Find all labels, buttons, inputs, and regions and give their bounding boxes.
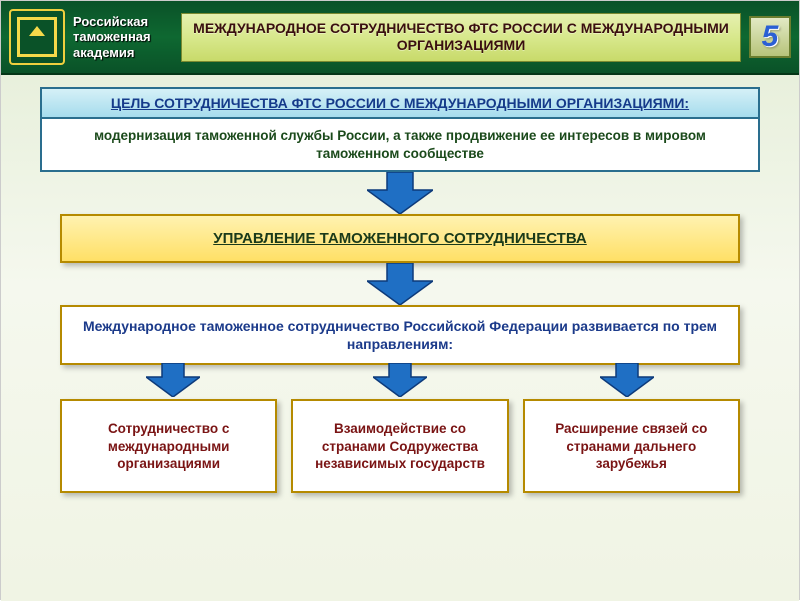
slide-header: Российская таможенная академия МЕЖДУНАРО…	[1, 1, 799, 75]
goal-body-box: модернизация таможенной службы России, а…	[40, 119, 760, 172]
slide-content: ЦЕЛЬ СОТРУДНИЧЕСТВА ФТС РОССИИ С МЕЖДУНА…	[1, 75, 799, 601]
directions-row: Сотрудничество с международными организа…	[60, 399, 740, 493]
arrow-down-icon	[367, 172, 433, 214]
arrow-down-icon	[367, 263, 433, 305]
arrow-down-icon	[600, 363, 654, 397]
slide-number-badge: 5	[749, 16, 791, 58]
arrow-down-icon	[373, 363, 427, 397]
direction-box-1: Сотрудничество с международными организа…	[60, 399, 277, 493]
slide-title: МЕЖДУНАРОДНОЕ СОТРУДНИЧЕСТВО ФТС РОССИИ …	[181, 13, 741, 62]
management-box: УПРАВЛЕНИЕ ТАМОЖЕННОГО СОТРУДНИЧЕСТВА	[60, 214, 740, 263]
direction-box-3: Расширение связей со странами дальнего з…	[523, 399, 740, 493]
directions-intro-box: Международное таможенное сотрудничество …	[60, 305, 740, 365]
goal-title-box: ЦЕЛЬ СОТРУДНИЧЕСТВА ФТС РОССИИ С МЕЖДУНА…	[40, 87, 760, 119]
org-name: Российская таможенная академия	[73, 14, 173, 61]
arrow-row	[60, 363, 740, 397]
emblem-icon	[9, 9, 65, 65]
arrow-down-icon	[146, 363, 200, 397]
direction-box-2: Взаимодействие со странами Содружества н…	[291, 399, 508, 493]
slide-number: 5	[762, 20, 779, 54]
